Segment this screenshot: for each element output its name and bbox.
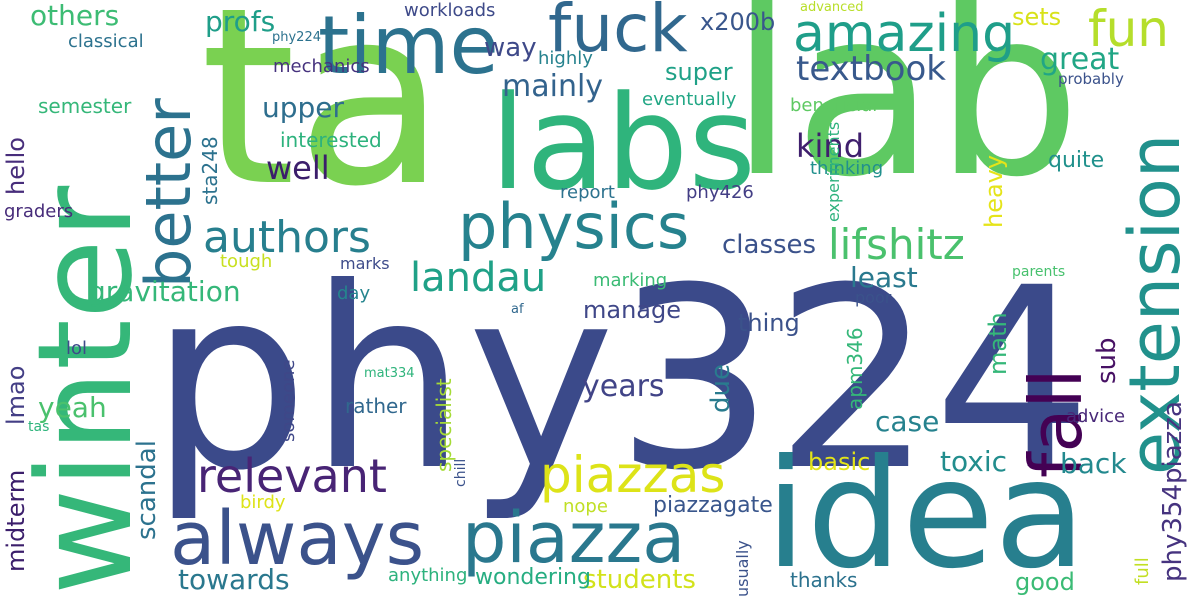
word-idea: idea: [765, 428, 1087, 600]
word-scandal: af: [511, 302, 524, 317]
word-lab: lab: [730, 0, 1081, 228]
word-great: great: [1040, 42, 1120, 77]
word-mechanics: highly: [538, 48, 593, 69]
word-math: advice: [1066, 406, 1126, 427]
word-thing: thing: [738, 309, 800, 337]
word-wondering: marking: [593, 270, 668, 291]
word-relevant: relevant: [197, 449, 387, 503]
word-years: years: [582, 369, 665, 404]
word-phy354piazza: chill: [453, 458, 469, 487]
word-advice: interested: [280, 128, 382, 152]
word-semester: hello: [2, 137, 30, 195]
word-piazza: piazza: [462, 497, 686, 579]
word-well: well: [266, 149, 330, 187]
word-tough: someone: [278, 359, 299, 443]
word-good: marks: [340, 254, 390, 273]
word-toxic: toxic: [940, 445, 1007, 478]
word-textbook: textbook: [796, 49, 946, 89]
word-manage: manage: [583, 296, 682, 324]
word-phy324: phy324: [150, 234, 1093, 525]
word-parents: usually: [733, 540, 752, 597]
word-x200b: x200b: [700, 8, 776, 36]
word-authors: authors: [203, 212, 371, 263]
word-anything: probably: [1058, 70, 1124, 88]
word-midterm: parents: [1012, 264, 1066, 280]
word-someone: nope: [563, 496, 608, 517]
word-quite: phy354piazza: [1158, 401, 1188, 582]
word-apm346: anything: [388, 565, 468, 586]
word-birdy: classical: [68, 31, 144, 52]
word-rather: report: [560, 182, 615, 203]
word-towards: towards: [178, 563, 290, 596]
word-tas: mechanics: [273, 56, 370, 77]
word-report: sta248: [198, 136, 222, 205]
word-day: apm346: [843, 327, 867, 410]
word-heavy: lol: [66, 338, 88, 359]
word-thinking: due: [706, 364, 736, 413]
word-sta248: tas: [28, 419, 50, 435]
word-profs: profs: [205, 5, 276, 38]
word-fuck: fuck: [548, 0, 688, 67]
word-poor: experiments: [824, 121, 843, 222]
word-least: least: [850, 261, 918, 294]
word-way: way: [484, 33, 537, 63]
word-af: quite: [1048, 148, 1105, 173]
word-phy224: beneficial: [790, 95, 878, 116]
word-time: time: [318, 0, 499, 92]
word-mainly: mainly: [502, 69, 604, 104]
word-phy426: math: [984, 312, 1012, 375]
word-yeah: yeah: [38, 391, 107, 424]
word-eventually: lmao: [2, 365, 30, 425]
word-basic: basic: [808, 448, 871, 476]
word-classical: eventually: [642, 89, 737, 110]
word-always: always: [170, 496, 425, 582]
word-piazzagate: advanced: [800, 0, 864, 15]
word-workloads: graders: [4, 201, 74, 222]
word-others: others: [30, 0, 120, 32]
word-labs: labs: [490, 67, 757, 219]
word-mat334: phy426: [686, 182, 754, 203]
word-graders: semester: [38, 94, 132, 118]
word-beneficial: scandal: [132, 440, 162, 540]
word-usually: wondering: [475, 565, 591, 590]
word-amazing: amazing: [793, 4, 1016, 64]
word-students: students: [583, 565, 696, 595]
word-thanks: tough: [220, 251, 273, 272]
word-better: better: [132, 98, 205, 288]
word-hello: day: [337, 283, 371, 304]
word-physics: physics: [458, 190, 690, 263]
word-sub: mat334: [364, 366, 415, 381]
word-classes: classes: [722, 230, 817, 260]
word-nope: phy224: [272, 30, 321, 45]
word-experiments: thanks: [790, 568, 858, 592]
word-lmao: poor: [855, 288, 892, 307]
word-marking: specialist: [432, 378, 456, 472]
word-marks: full: [1132, 557, 1153, 585]
word-probably: sub: [1092, 337, 1122, 384]
word-fun: fun: [1088, 0, 1169, 58]
word-landau: landau: [410, 255, 547, 301]
word-full: piazzagate: [653, 493, 773, 518]
word-sets: sets: [1012, 3, 1062, 31]
word-due: rather: [345, 394, 407, 418]
word-ta: ta: [200, 0, 447, 240]
word-super: super: [665, 58, 733, 86]
word-interested: workloads: [404, 0, 496, 21]
word-highly: midterm: [2, 469, 30, 572]
word-gravitation: gravitation: [88, 275, 241, 308]
word-specialist: birdy: [240, 492, 286, 513]
word-lifshitz: lifshitz: [828, 220, 965, 269]
word-lol: thinking: [810, 158, 884, 179]
word-chill: good: [1015, 568, 1075, 596]
word-kind: kind: [796, 127, 865, 165]
word-back: back: [1060, 447, 1127, 480]
word-advanced: heavy: [980, 154, 1008, 228]
word-upper: upper: [262, 91, 345, 124]
word-case: case: [875, 405, 940, 438]
word-piazzas: piazzas: [540, 446, 726, 504]
